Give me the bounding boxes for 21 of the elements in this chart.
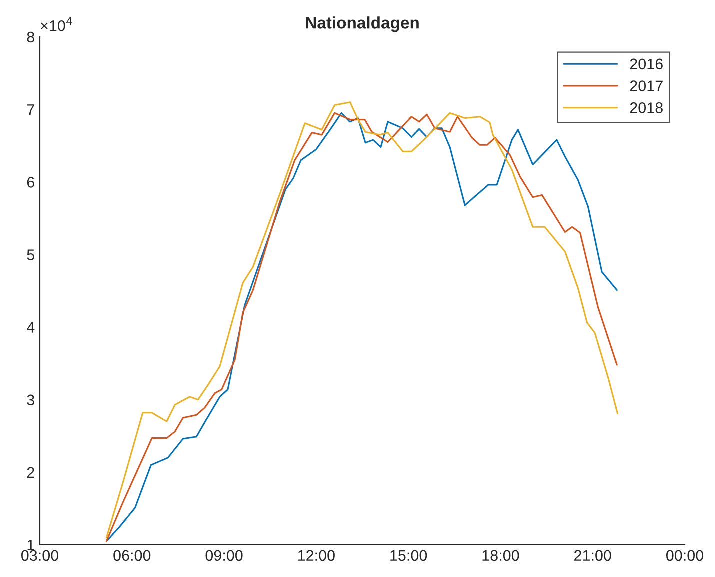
x-tick-label: 18:00	[482, 550, 520, 562]
y-tick-label: 7	[27, 104, 34, 116]
x-tick-label: 09:00	[206, 550, 243, 562]
y-tick-label: 1	[28, 540, 34, 551]
y-tick-label: 5	[27, 250, 34, 260]
legend-label: 2018	[630, 102, 663, 114]
legend-label: 2016	[630, 58, 663, 70]
y-tick-label: 3	[27, 394, 34, 406]
x-tick-label: 00:00	[666, 550, 704, 562]
x-tick-label: 15:00	[390, 550, 428, 562]
x-tick-label: 03:00	[21, 550, 59, 562]
y-tick-label: 8	[27, 32, 34, 43]
chart-title: Nationaldagen	[306, 16, 419, 32]
y-tick-label: 4	[26, 322, 35, 333]
text: ×10$^{4}$	[41, 18, 72, 32]
x-tick-label: 06:00	[114, 550, 151, 562]
x-tick-label: 21:00	[574, 550, 612, 562]
y-tick-label: 6	[27, 177, 34, 188]
x-tick-label: 12:00	[298, 550, 335, 562]
legend-label: 2017	[630, 80, 663, 92]
y-tick-label: 2	[27, 467, 34, 478]
